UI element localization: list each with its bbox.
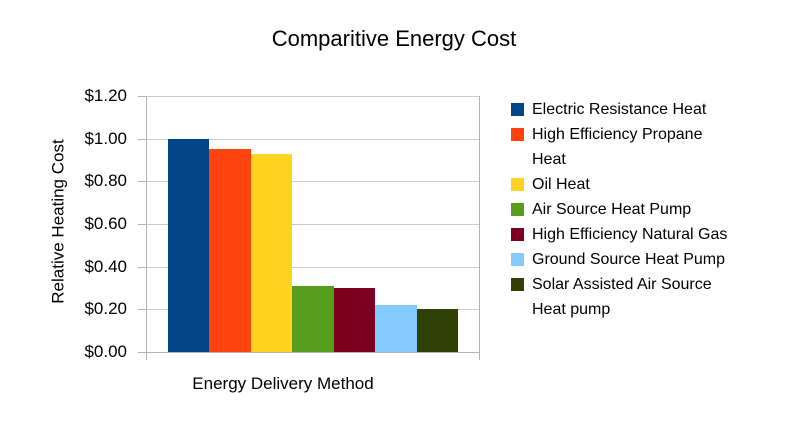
y-axis-tick [138, 139, 146, 140]
legend-item-electric-resistance-heat: Electric Resistance Heat [511, 97, 796, 122]
bar-high-efficiency-natural-gas [333, 288, 375, 352]
legend-item-ground-source-heat-pump: Ground Source Heat Pump [511, 247, 796, 272]
legend-label: Oil Heat [532, 176, 590, 193]
legend-swatch-icon [511, 253, 524, 266]
plot-right-border [479, 96, 480, 360]
legend-item-solar-assisted-air-source-heat-pump: Solar Assisted Air Source Heat pump [511, 272, 796, 322]
legend-swatch-icon [511, 103, 524, 116]
gridline [146, 267, 480, 268]
legend-label: Air Source Heat Pump [532, 201, 692, 218]
legend-label: Electric Resistance Heat [532, 101, 707, 118]
legend-swatch-icon [511, 278, 524, 291]
legend-label: Solar Assisted Air Source Heat pump [532, 276, 712, 318]
y-axis-tick [138, 181, 146, 182]
legend-item-air-source-heat-pump: Air Source Heat Pump [511, 197, 796, 222]
legend-swatch-icon [511, 228, 524, 241]
bar-solar-assisted-air-source-heat-pump [416, 309, 458, 352]
legend-label: Ground Source Heat Pump [532, 251, 725, 268]
gridline [146, 96, 480, 97]
y-axis-tick-label: $0.40 [84, 257, 127, 276]
y-axis-tick-label: $0.80 [84, 171, 127, 190]
y-axis-tick-label: $0.20 [84, 299, 127, 318]
y-axis-tick [138, 309, 146, 310]
legend-label: High Efficiency Natural Gas [532, 226, 728, 243]
y-axis-tick-label: $0.00 [84, 342, 127, 361]
bar-air-source-heat-pump [292, 285, 334, 352]
y-axis-tick [138, 352, 146, 353]
y-axis-line [146, 96, 147, 360]
x-axis-title: Energy Delivery Method [192, 374, 374, 393]
gridline [146, 181, 480, 182]
legend: Electric Resistance Heat High Efficiency … [511, 97, 796, 322]
x-axis-line [146, 352, 480, 353]
chart-title: Comparitive Energy Cost [271, 26, 517, 51]
legend-item-high-efficiency-propane-heat: High Efficiency Propane Heat [511, 122, 796, 172]
y-axis-tick [138, 96, 146, 97]
legend-swatch-icon [511, 178, 524, 191]
bar-high-efficiency-propane-heat [209, 149, 251, 352]
legend-label: High Efficiency Propane Heat [532, 126, 703, 168]
y-axis-tick-label: $0.60 [84, 214, 127, 233]
legend-swatch-icon [511, 203, 524, 216]
y-axis-tick-label: $1.20 [84, 86, 127, 105]
bar-ground-source-heat-pump [375, 305, 417, 352]
legend-item-high-efficiency-natural-gas: High Efficiency Natural Gas [511, 222, 796, 247]
legend-swatch-icon [511, 128, 524, 141]
y-axis-tick [138, 267, 146, 268]
bar-oil-heat [250, 153, 292, 352]
gridline [146, 224, 480, 225]
gridline [146, 139, 480, 140]
bar-electric-resistance-heat [167, 138, 209, 352]
y-axis-tick-label: $1.00 [84, 129, 127, 148]
legend-item-oil-heat: Oil Heat [511, 172, 796, 197]
y-axis-tick [138, 224, 146, 225]
